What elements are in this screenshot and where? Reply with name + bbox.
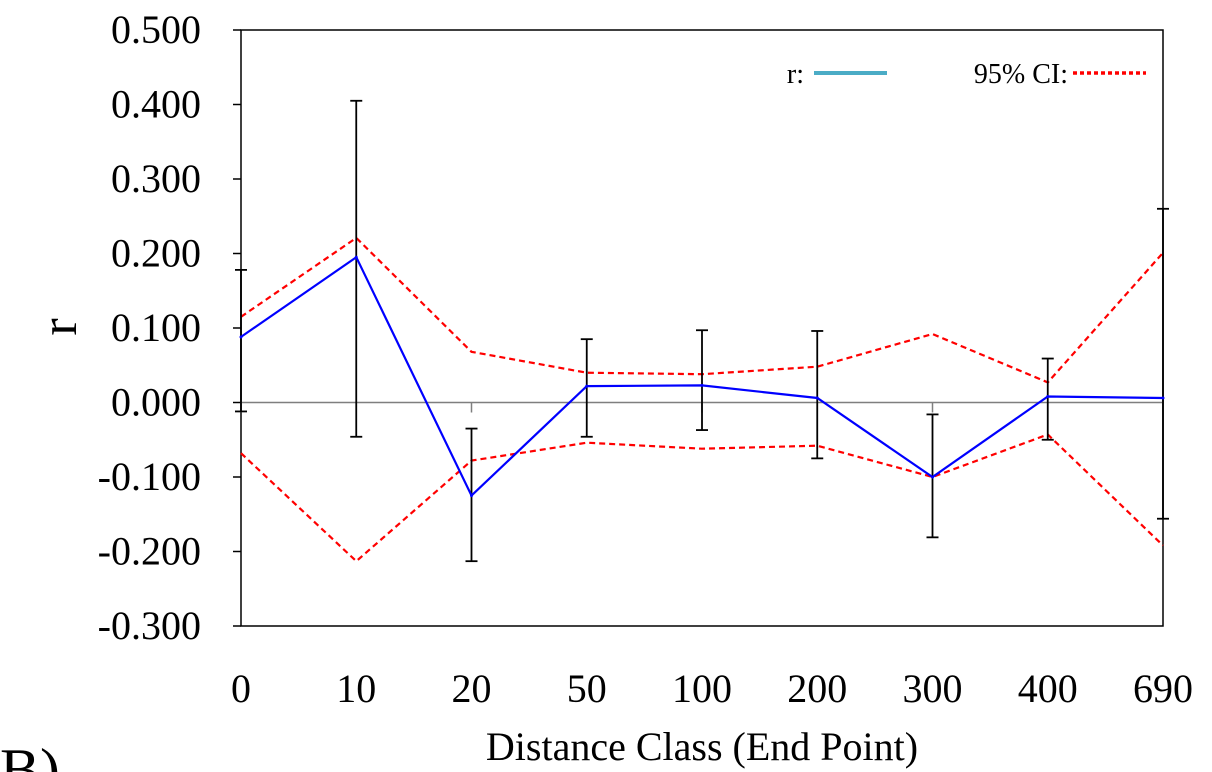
- y-tick-label: -0.100: [98, 454, 201, 499]
- legend: r: 95% CI:: [787, 59, 1146, 90]
- panel-label: B): [0, 737, 60, 772]
- y-tick-label: 0.500: [111, 7, 201, 52]
- x-tick-label: 50: [567, 666, 607, 711]
- y-tick-label: 0.400: [111, 82, 201, 127]
- x-tick-label: 0: [231, 666, 251, 711]
- y-axis-title: r: [31, 318, 88, 335]
- y-tick-label: -0.200: [98, 529, 201, 574]
- r-data-point: [239, 335, 243, 339]
- r-data-point: [585, 384, 589, 388]
- r-data-point: [815, 396, 819, 400]
- x-tick-label: 200: [787, 666, 847, 711]
- x-axis: 0 10 20 50 100 200 300 400 690: [231, 402, 1193, 711]
- x-tick-label: 10: [336, 666, 376, 711]
- x-tick-label: 100: [672, 666, 732, 711]
- y-tick-label: 0.300: [111, 156, 201, 201]
- x-tick-label: 690: [1133, 666, 1193, 711]
- x-axis-title: Distance Class (End Point): [486, 724, 918, 769]
- legend-r-label: r:: [787, 59, 804, 90]
- y-axis: 0.500 0.400 0.300 0.200 0.100 0.000 -0.100 -0.2…: [98, 7, 241, 648]
- r-data-point: [354, 255, 358, 259]
- y-tick-label: 0.200: [111, 231, 201, 276]
- legend-ci-label: 95% CI:: [974, 59, 1068, 90]
- series-layer: [235, 99, 1169, 563]
- r-data-point: [470, 494, 473, 498]
- r-data-point: [931, 475, 934, 479]
- y-tick-label: 0.000: [111, 380, 201, 425]
- r-data-point: [700, 383, 704, 387]
- r-data-point: [1161, 396, 1165, 400]
- x-tick-label: 400: [1018, 666, 1078, 711]
- y-tick-label: -0.300: [98, 603, 201, 648]
- x-tick-label: 20: [452, 666, 492, 711]
- y-tick-label: 0.100: [111, 305, 201, 350]
- r-data-point: [1046, 395, 1050, 399]
- ci-lower-line: [240, 433, 1164, 563]
- x-tick-label: 300: [903, 666, 963, 711]
